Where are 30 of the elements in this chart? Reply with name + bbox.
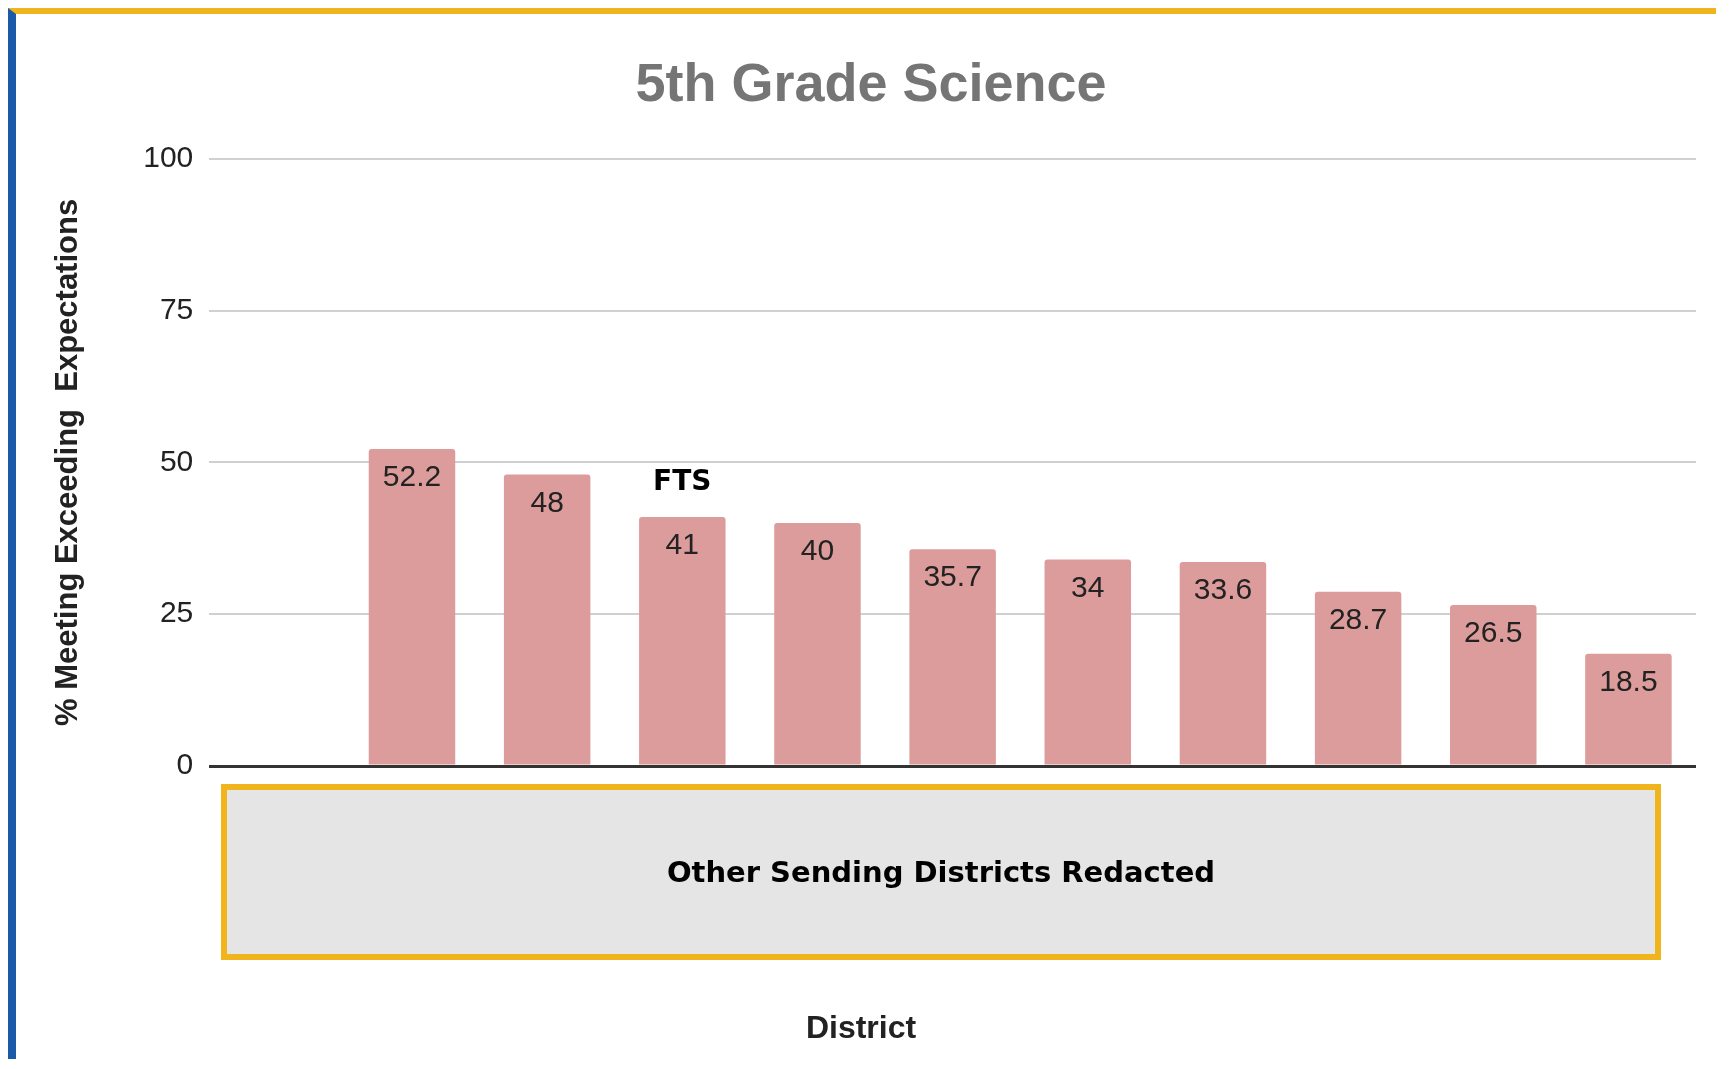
data-label: 41 (665, 527, 699, 561)
data-label: 48 (530, 484, 564, 518)
y-tick-label: 0 (176, 747, 194, 781)
bar (1314, 591, 1402, 765)
bar (368, 449, 456, 765)
bar (503, 474, 591, 765)
bar (909, 549, 996, 765)
data-label: 18.5 (1599, 663, 1658, 697)
chart-title: 5th Grade Science (635, 52, 1107, 113)
text: District (804, 1009, 918, 1046)
x-tick-label: FTS (653, 464, 712, 498)
data-label: 26.5 (1464, 615, 1523, 649)
bar (639, 517, 726, 765)
bar (1450, 605, 1537, 765)
data-label: 35.7 (923, 559, 982, 593)
data-label: 52.2 (382, 459, 442, 493)
y-tick-label: 50 (159, 443, 194, 477)
data-label: 28.7 (1328, 602, 1388, 635)
data-label: 40 (800, 533, 835, 567)
redaction-panel: Other Sending Districts Redacted (221, 784, 1661, 960)
y-axis-title: % Meeting Exceeding Expectations (49, 198, 85, 726)
y-tick-label: 25 (159, 595, 194, 629)
bar (1044, 559, 1132, 765)
data-label: 34 (1071, 569, 1105, 603)
bar (1179, 561, 1267, 765)
bar (774, 523, 861, 765)
data-label: 33.6 (1193, 572, 1253, 606)
y-tick-label: 100 (143, 140, 194, 174)
bar (1585, 653, 1672, 765)
y-tick-label: 75 (159, 291, 194, 325)
